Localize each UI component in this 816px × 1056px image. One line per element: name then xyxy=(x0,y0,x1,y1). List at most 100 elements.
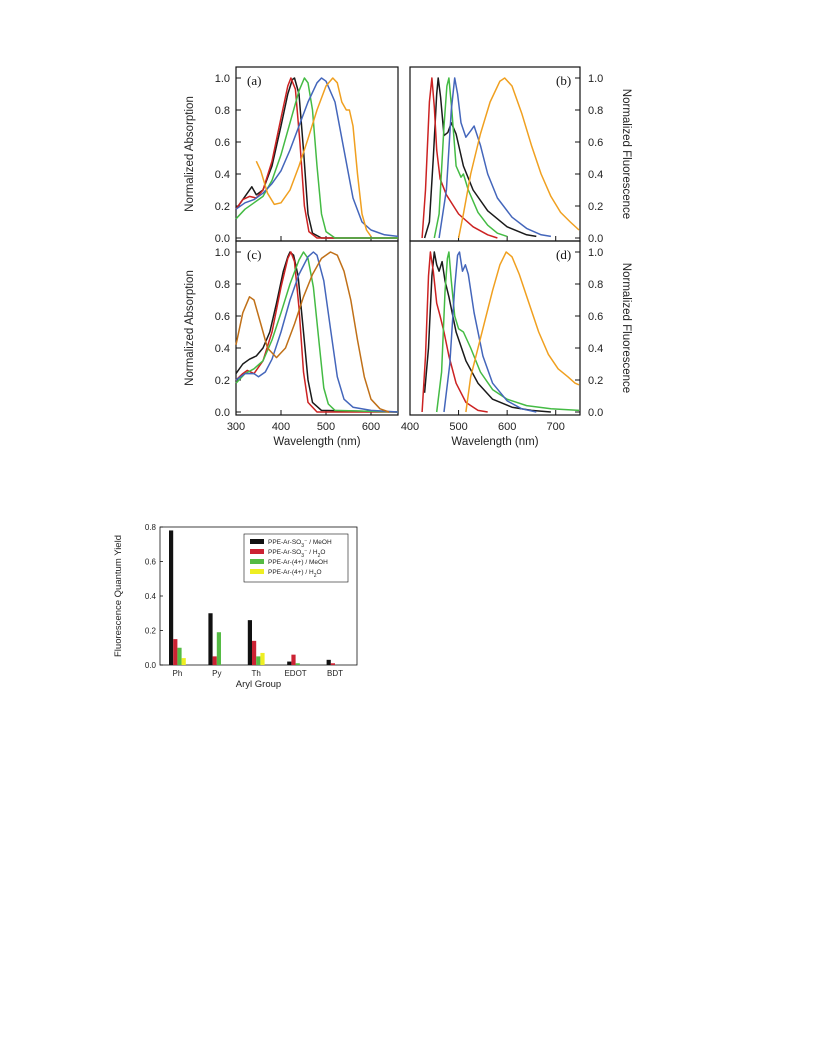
bar-th-4 xyxy=(260,652,265,665)
y-tick-label: 0.0 xyxy=(588,233,603,245)
x-tick-label: 500 xyxy=(449,421,467,433)
panel-label: (c) xyxy=(247,247,261,262)
x-tick-label: 300 xyxy=(227,421,245,433)
bar-th-3 xyxy=(256,656,261,665)
x-tick-label: 400 xyxy=(401,421,419,433)
bar-x-axis-title: Aryl Group xyxy=(236,679,281,690)
bar-py-1 xyxy=(208,613,213,665)
spectrum-line-2 xyxy=(235,77,398,239)
x-axis-title: Wavelength (nm) xyxy=(273,436,360,448)
legend-swatch xyxy=(250,569,264,574)
spectrum-line-2 xyxy=(421,77,498,239)
spectrum-line-1 xyxy=(235,251,399,413)
panel-frame xyxy=(235,66,399,242)
y-tick-label: 0.2 xyxy=(215,375,230,387)
spectrum-line-2 xyxy=(235,251,398,413)
panel-label: (d) xyxy=(556,247,571,262)
legend-entry: PPE-Ar-(4+) / MeOH xyxy=(268,559,328,566)
bar-category-label: Th xyxy=(252,669,261,678)
legend-swatch xyxy=(250,559,264,564)
x-tick-label: 600 xyxy=(362,421,380,433)
y-tick-label: 1.0 xyxy=(588,247,603,259)
panel-frame xyxy=(409,240,581,416)
panel-label: (a) xyxy=(247,73,261,88)
bar-y-tick-label: 0.8 xyxy=(145,523,157,532)
spectrum-line-3 xyxy=(433,77,508,239)
y-tick-label: 0.6 xyxy=(588,311,603,323)
legend-entry: PPE-Ar-SO3⁻ / H2O xyxy=(268,549,325,559)
spectrum-line-5 xyxy=(255,77,372,237)
y-tick-label: 0.8 xyxy=(588,279,603,291)
bar-bdt-1 xyxy=(326,659,331,665)
bar-ph-3 xyxy=(177,647,182,665)
y-tick-label: 0.6 xyxy=(588,137,603,149)
y-tick-label: 0.2 xyxy=(588,201,603,213)
y-tick-label: 1.0 xyxy=(588,73,603,85)
spectrum-line-1 xyxy=(423,251,551,413)
spectrum-line-3 xyxy=(235,251,399,413)
x-tick-label: 400 xyxy=(272,421,290,433)
y-tick-label: 0.4 xyxy=(588,169,603,181)
spectrum-line-2 xyxy=(421,251,488,413)
bar-category-label: Py xyxy=(212,669,221,678)
bar-y-tick-label: 0.4 xyxy=(145,592,157,601)
bar-edot-1 xyxy=(287,661,292,665)
bar-category-label: BDT xyxy=(327,669,343,678)
spectrum-line-1 xyxy=(423,77,537,239)
bar-th-2 xyxy=(252,640,257,665)
spectrum-line-1 xyxy=(235,77,398,239)
spectrum-line-4 xyxy=(235,251,399,413)
y-tick-label: 0.8 xyxy=(215,279,230,291)
bar-ph-1 xyxy=(169,530,174,665)
bar-category-label: EDOT xyxy=(284,669,306,678)
y-tick-label: 0.0 xyxy=(215,407,230,419)
spectrum-line-5 xyxy=(235,251,390,413)
y-tick-label: 0.8 xyxy=(588,105,603,117)
y-tick-label: 0.4 xyxy=(588,343,603,355)
x-tick-label: 500 xyxy=(317,421,335,433)
y-tick-label: 1.0 xyxy=(215,247,230,259)
legend-swatch xyxy=(250,549,264,554)
spectrum-line-4 xyxy=(438,77,552,239)
spectrum-line-3 xyxy=(435,251,580,413)
bar-py-3 xyxy=(216,632,221,665)
bar-ph-2 xyxy=(173,639,178,665)
bar-edot-2 xyxy=(291,654,296,665)
y-axis-title: Normalized Absorption xyxy=(184,270,196,386)
legend-swatch xyxy=(250,539,264,544)
y-tick-label: 1.0 xyxy=(215,73,230,85)
legend-entry: PPE-Ar-SO3⁻ / MeOH xyxy=(268,539,332,549)
y-tick-label: 0.6 xyxy=(215,311,230,323)
spectrum-line-3 xyxy=(235,77,398,239)
x-tick-label: 600 xyxy=(498,421,516,433)
x-tick-label: 700 xyxy=(547,421,565,433)
y-tick-label: 0.6 xyxy=(215,137,230,149)
bar-th-1 xyxy=(247,620,252,665)
y-axis-title: Normalized Fluorescence xyxy=(620,263,632,393)
y-tick-label: 0.2 xyxy=(588,375,603,387)
panel-label: (b) xyxy=(556,73,571,88)
y-tick-label: 0.0 xyxy=(588,407,603,419)
bar-ph-4 xyxy=(181,658,186,665)
y-tick-label: 0.0 xyxy=(215,233,230,245)
y-tick-label: 0.4 xyxy=(215,343,230,355)
x-axis-title: Wavelength (nm) xyxy=(451,436,538,448)
bar-edot-3 xyxy=(295,663,300,665)
y-tick-label: 0.4 xyxy=(215,169,230,181)
y-tick-label: 0.2 xyxy=(215,201,230,213)
bar-y-tick-label: 0.6 xyxy=(145,558,157,567)
legend-entry: PPE-Ar-(4+) / H2O xyxy=(268,569,322,579)
spectrum-line-4 xyxy=(443,251,537,413)
bar-y-tick-label: 0.2 xyxy=(145,627,157,636)
bar-y-tick-label: 0.0 xyxy=(145,661,157,670)
spectrum-line-5 xyxy=(465,251,580,413)
bar-bdt-2 xyxy=(330,663,335,665)
spectrum-line-4 xyxy=(235,77,399,238)
y-tick-label: 0.8 xyxy=(215,105,230,117)
spectrum-line-5 xyxy=(457,77,580,239)
bar-py-2 xyxy=(212,656,217,665)
y-axis-title: Normalized Absorption xyxy=(184,96,196,212)
panel-frame xyxy=(235,240,399,416)
